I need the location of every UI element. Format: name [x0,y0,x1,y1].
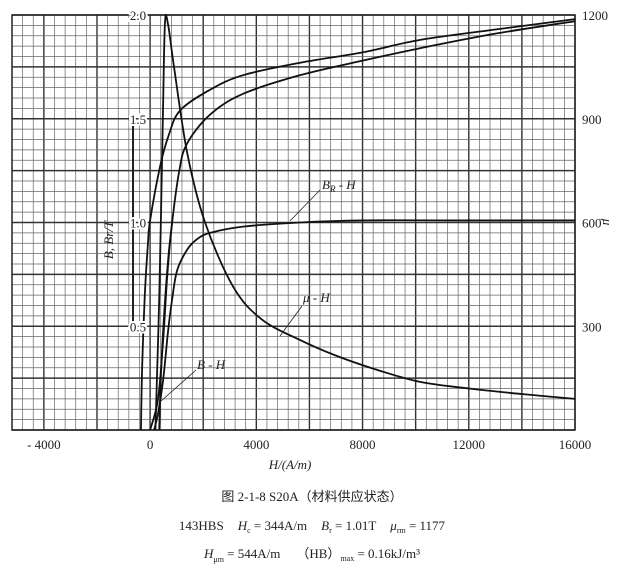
b-h-annotation: B - H [197,357,226,372]
x-axis-label: H/(A/m) [268,457,312,472]
y-left-tick-label: 1.5 [130,112,146,127]
x-tick-label: 8000 [350,437,376,452]
curve-Br-H [153,219,575,431]
curves [140,13,576,431]
y-left-axis-label: B, Br/T [101,220,116,259]
y-left-tick-label: 2.0 [130,8,146,23]
b-h-leader [159,369,197,403]
br-h-leader [289,189,321,222]
y-right-tick-label: 900 [582,112,602,127]
x-tick-label: 0 [147,437,154,452]
caption-line-3: Hμm = 544A/m （HB）max = 0.16kJ/m³ [203,546,420,564]
caption-line-2: 143HBS Hc = 344A/m Br = 1.01T μrm = 1177 [179,518,446,535]
figure-title: 图 2-1-8 S20A（材料供应状态） [221,489,402,504]
y-right-tick-label: 1200 [582,8,608,23]
y-right-axis-label: μ [600,218,615,226]
y-left-tick-label: 0.5 [130,319,146,334]
x-tick-label: 4000 [243,437,269,452]
x-tick-label: 12000 [453,437,486,452]
curve-hysteresis-lower [158,222,174,431]
mu-h-annotation: μ - H [302,290,330,305]
y-right-tick-label: 600 [582,216,602,231]
mu-h-leader [279,305,303,337]
hardness: 143HBS [179,518,224,533]
plot-frame [11,14,576,431]
y-right-tick-label: 300 [582,319,602,334]
y-left-tick-label: 1.0 [130,216,146,231]
x-tick-label: 16000 [559,437,592,452]
x-tick-label: - 4000 [27,437,61,452]
br-h-annotation: BR - H [322,177,356,194]
ticks: - 4000 0 4000 8000 12000 16000 2.0 1.5 1.0 0.5 120… [27,6,608,452]
curve-mu-H [154,13,576,431]
